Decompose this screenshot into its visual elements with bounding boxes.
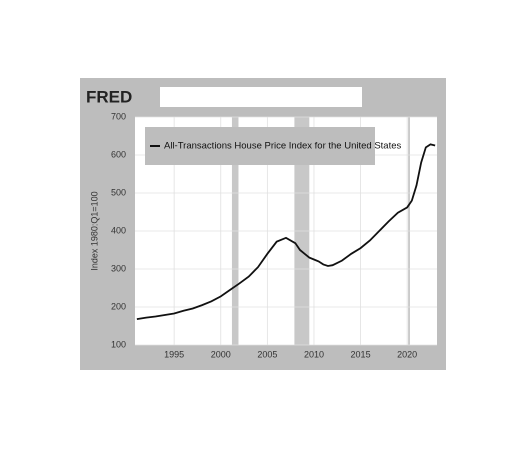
x-tick-label: 2010 — [304, 349, 324, 359]
y-tick-label: 700 — [111, 111, 126, 121]
y-tick-label: 500 — [111, 187, 126, 197]
legend-box — [145, 127, 375, 165]
y-tick-label: 300 — [111, 263, 126, 273]
y-tick-label: 200 — [111, 301, 126, 311]
y-tick-label: 600 — [111, 149, 126, 159]
plot: 100 200 300 400 500 600 700 1995 2000 2005 2010 201… — [111, 111, 437, 359]
line — [136, 143, 436, 321]
legend-label: All-Transactions House Price Index for t… — [164, 141, 402, 152]
x-tick-label: 2020 — [397, 349, 417, 359]
header-box — [160, 87, 362, 107]
y-axis-label: Index 1980:Q1=100 — [89, 191, 99, 270]
x-tick-label: 1995 — [164, 349, 184, 359]
x-tick-label: 2015 — [351, 349, 371, 359]
logo: FRED — [86, 87, 132, 106]
y-tick-label: 400 — [111, 225, 126, 235]
x-tick-label: 2005 — [257, 349, 277, 359]
x-tick-label: 2000 — [211, 349, 231, 359]
y-tick-label: 100 — [111, 339, 126, 349]
